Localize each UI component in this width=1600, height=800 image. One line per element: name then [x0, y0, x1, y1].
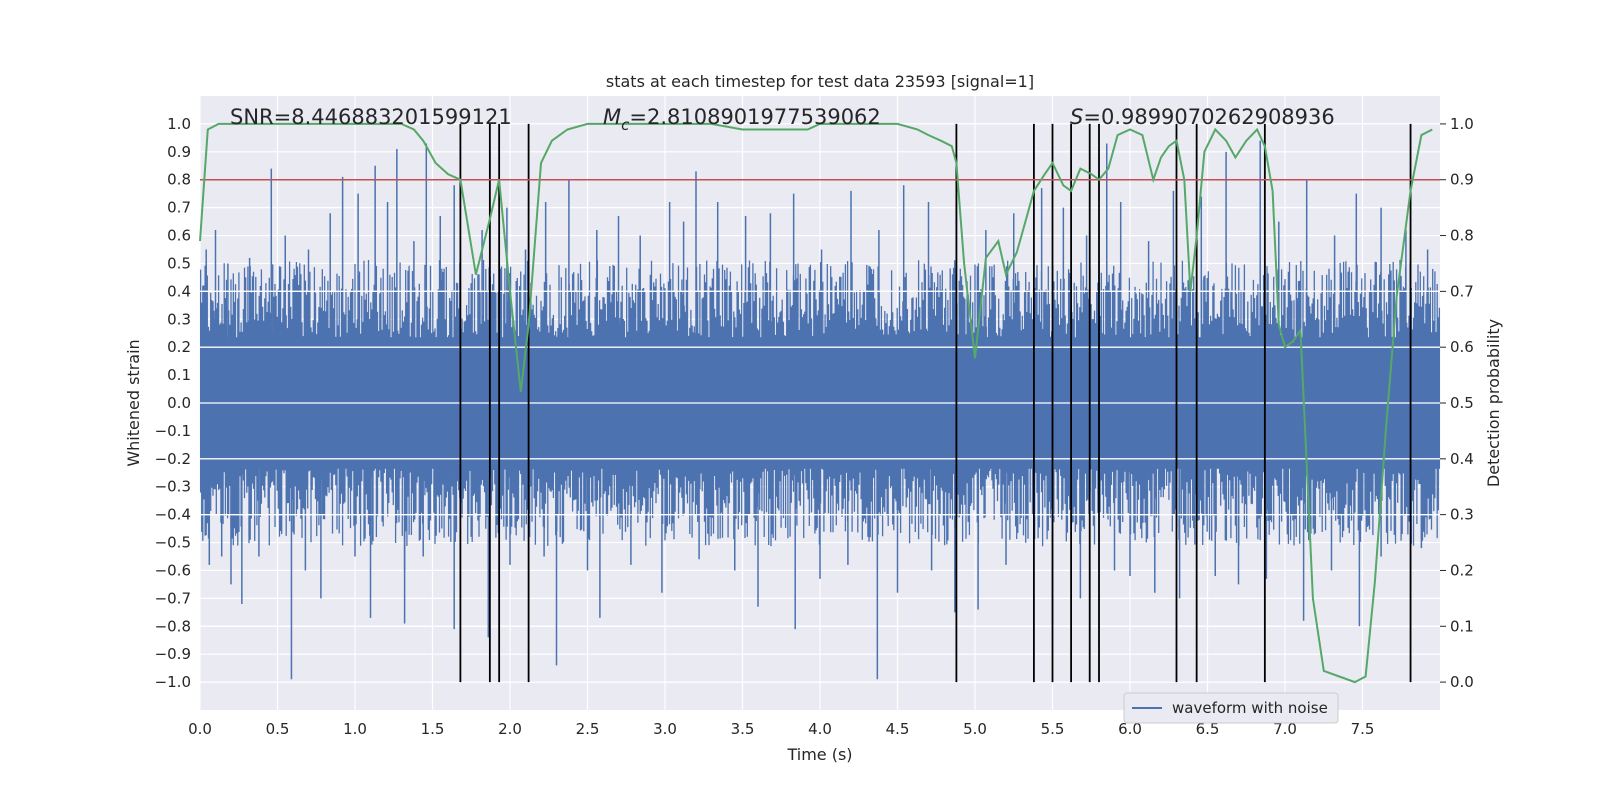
- probability-series: [199, 122, 1433, 684]
- y-tick-label: 0.9: [167, 143, 191, 161]
- y2-axis-label: Detection probability: [1484, 319, 1503, 487]
- y-tick-label: 0.4: [167, 282, 191, 300]
- x-tick-label: 1.0: [343, 720, 367, 738]
- x-tick-label: 1.5: [421, 720, 445, 738]
- probability-line: [199, 122, 1433, 684]
- y2-tick-label: 0.2: [1450, 561, 1474, 579]
- x-tick-label: 3.5: [731, 720, 755, 738]
- y-tick-label: 0.1: [167, 366, 191, 384]
- y-tick-label: −0.4: [155, 506, 191, 524]
- y2-tick-label: 0.1: [1450, 617, 1474, 635]
- y-tick-label: 0.3: [167, 310, 191, 328]
- y-tick-label: −1.0: [155, 673, 191, 691]
- y2-axis-ticks: 1.0 0.9 0.8 0.7 0.6 0.5 0.4 0.3 0.2 0.1 0.0: [1440, 115, 1474, 691]
- y2-tick-label: 0.0: [1450, 673, 1474, 691]
- y2-tick-label: 0.7: [1450, 282, 1474, 300]
- event-lines: [459, 123, 1412, 683]
- x-tick-label: 2.5: [576, 720, 600, 738]
- y2-tick-label: 0.4: [1450, 450, 1474, 468]
- y2-tick-label: 0.5: [1450, 394, 1474, 412]
- y-tick-label: 0.2: [167, 338, 191, 356]
- x-tick-label: 3.0: [653, 720, 677, 738]
- x-tick-label: 0.0: [188, 720, 212, 738]
- x-tick-label: 7.0: [1273, 720, 1297, 738]
- legend-label: waveform with noise: [1172, 699, 1328, 717]
- y-tick-label: −0.3: [155, 478, 191, 496]
- y2-tick-label: 0.6: [1450, 338, 1474, 356]
- y-tick-label: −0.6: [155, 561, 191, 579]
- y2-tick-label: 0.8: [1450, 227, 1474, 245]
- y-tick-label: 1.0: [167, 115, 191, 133]
- y-tick-label: −0.8: [155, 617, 191, 635]
- x-tick-label: 4.0: [808, 720, 832, 738]
- x-tick-label: 4.5: [886, 720, 910, 738]
- x-tick-label: 5.5: [1041, 720, 1065, 738]
- y-tick-label: 0.0: [167, 394, 191, 412]
- y-tick-label: −0.9: [155, 645, 191, 663]
- y-tick-label: −0.7: [155, 589, 191, 607]
- s-annotation: S=0.9899070262908936: [1070, 105, 1335, 129]
- x-tick-label: 5.0: [963, 720, 987, 738]
- mc-annotation: Mc=2.8108901977539062: [603, 105, 881, 134]
- x-axis-ticks: 0.0 0.5 1.0 1.5 2.0 2.5 3.0 3.5 4.0 4.5 5.0 5.5 6.0 6…: [188, 720, 1374, 738]
- x-axis-label: Time (s): [786, 745, 852, 764]
- waveform-series: [199, 140, 1441, 680]
- legend-box: [1123, 692, 1339, 724]
- x-tick-label: 0.5: [266, 720, 290, 738]
- y2-tick-label: 1.0: [1450, 115, 1474, 133]
- y-tick-label: −0.2: [155, 450, 191, 468]
- x-tick-label: 6.5: [1196, 720, 1220, 738]
- legend: waveform with noise: [1123, 692, 1339, 724]
- y-tick-label: −0.1: [155, 422, 191, 440]
- x-tick-label: 7.5: [1351, 720, 1375, 738]
- y-tick-label: 0.7: [167, 199, 191, 217]
- y-axis-label: Whitened strain: [124, 339, 143, 466]
- y2-tick-label: 0.9: [1450, 171, 1474, 189]
- chart-title: stats at each timestep for test data 235…: [606, 72, 1034, 91]
- snr-annotation: SNR=8.446883201599121: [230, 105, 512, 129]
- x-tick-label: 2.0: [498, 720, 522, 738]
- y-tick-label: 0.6: [167, 227, 191, 245]
- x-tick-label: 6.0: [1118, 720, 1142, 738]
- y-axis-ticks: 1.0 0.9 0.8 0.7 0.6 0.5 0.4 0.3 0.2 0.1 0.0 −0.1 −0.…: [155, 115, 191, 691]
- y2-tick-label: 0.3: [1450, 506, 1474, 524]
- y-tick-label: 0.8: [167, 171, 191, 189]
- y-tick-label: −0.5: [155, 534, 191, 552]
- y-tick-label: 0.5: [167, 254, 191, 272]
